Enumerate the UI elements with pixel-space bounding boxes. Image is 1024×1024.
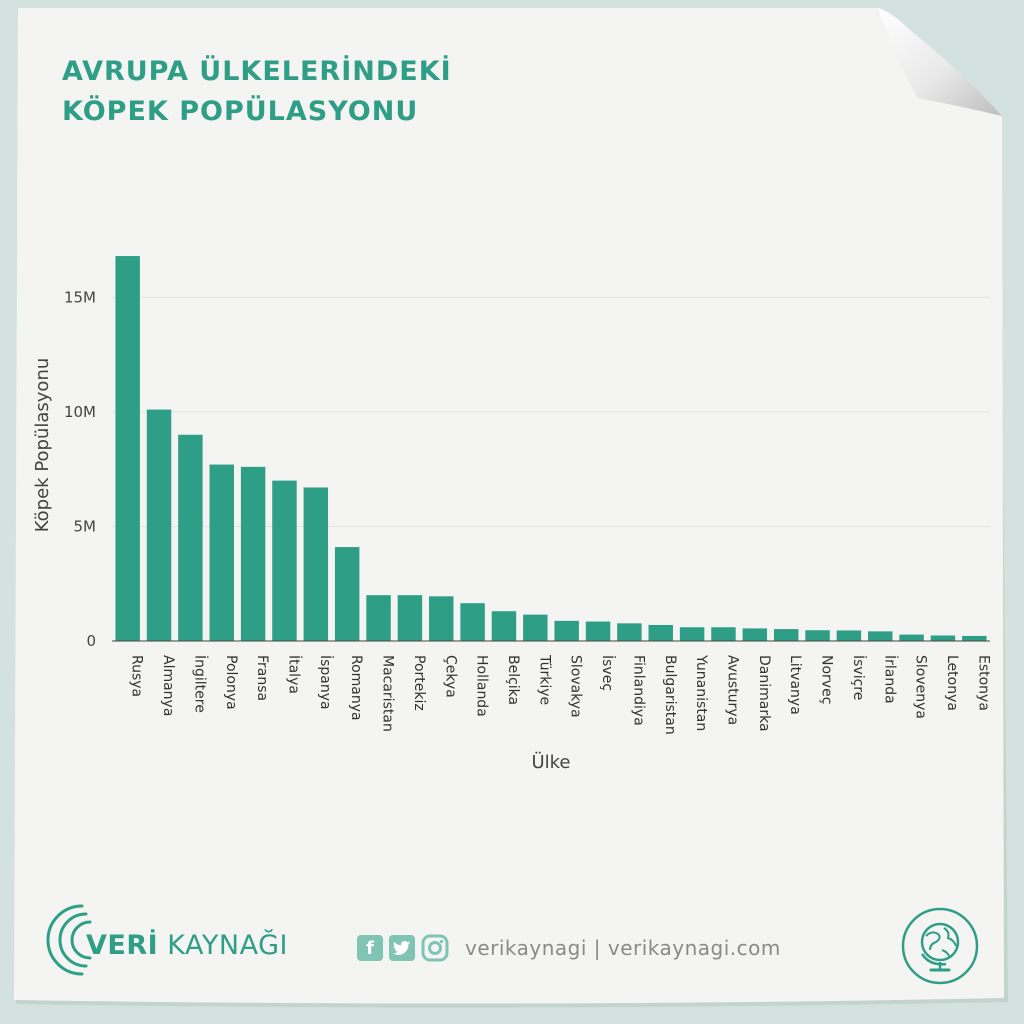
x-tick-label: Slovenya [913,655,929,719]
bar-21[interactable] [773,629,799,641]
bar-8[interactable] [366,595,391,641]
chart-title-line-2: KÖPEK POPÜLASYONU [62,96,419,127]
bar-17[interactable] [648,624,673,641]
chart-title-line-1: AVRUPA ÜLKELERİNDEKİ [62,56,452,87]
x-tick-label: Almanya [160,655,176,716]
bar-4[interactable] [240,466,266,641]
y-tick-label: 5M [74,517,97,535]
x-tick-label: Estonya [975,655,991,711]
x-tick-label: Danimarka [756,655,772,732]
y-axis-ticks: 0 5M 10M 15M [64,288,96,650]
bar-5[interactable] [272,480,297,641]
x-tick-label: Türkiye [536,654,552,705]
bar-13[interactable] [523,614,548,641]
x-tick-label: Avusturya [724,655,740,725]
x-axis-label: Ülke [531,751,570,773]
bar-14[interactable] [554,620,579,641]
bar-0[interactable] [115,256,140,641]
facebook-icon-glyph: f [366,937,374,959]
x-tick-label: Rusya [129,655,145,697]
instagram-glyph-icon [421,934,449,962]
x-tick-label: Yunanistan [693,654,709,731]
bar-chart: 0 5M 10M 15M Rusya Almanya İngiltere Polonya Fr… [32,256,992,773]
x-tick-label: İsveç [599,655,617,691]
bar-23[interactable] [836,630,862,641]
bar-11[interactable] [460,603,485,641]
x-axis-ticks: Rusya Almanya İngiltere Polonya Fransa İtalya… [129,654,992,735]
bar-16[interactable] [617,623,642,641]
x-tick-label: Finlandiya [630,655,646,726]
y-axis-label: Köpek Popülasyonu [32,358,53,533]
social-links: f verikaynagi | verikaynagi.com [357,933,781,963]
bar-7[interactable] [334,547,360,641]
instagram-icon[interactable] [421,934,449,962]
bar-10[interactable] [429,596,454,641]
bar-3[interactable] [209,464,234,641]
social-handle-text[interactable]: verikaynagi | verikaynagi.com [465,936,781,960]
x-tick-label: İrlanda [881,655,899,704]
globe-icon [901,907,979,985]
page-curl [878,8,1002,116]
facebook-icon[interactable]: f [357,935,383,961]
bar-12[interactable] [491,611,517,641]
x-tick-label: Polonya [223,655,239,710]
bar-20[interactable] [742,628,768,641]
bar-26[interactable] [930,635,956,641]
x-tick-label: Norveç [819,655,835,704]
x-tick-label: Portekiz [411,655,427,711]
x-tick-label: Hollanda [474,655,490,717]
x-tick-label: Fransa [254,655,270,701]
brand-name-kaynagi: KAYNAĞI [167,930,288,961]
x-tick-label: Belçika [505,655,521,705]
x-tick-label: İsviçre [850,655,868,700]
twitter-icon[interactable] [389,935,415,961]
bar-19[interactable] [711,627,736,641]
bar-9[interactable] [397,595,423,641]
bars [115,256,987,641]
y-tick-label: 0 [86,632,96,650]
y-tick-label: 15M [64,288,96,306]
bar-2[interactable] [178,434,203,641]
bar-22[interactable] [805,630,830,641]
x-tick-label: İngiltere [191,655,209,713]
bar-18[interactable] [679,627,705,641]
brand-name: VERİ KAYNAĞI [86,930,288,961]
brand-logo-icon [46,904,92,976]
twitter-bird-icon [393,941,410,955]
x-tick-label: Slovakya [568,655,584,718]
brand-name-veri: VERİ [86,930,159,961]
x-tick-label: Litvanya [787,655,803,715]
bar-6[interactable] [303,487,329,641]
bar-24[interactable] [868,631,893,641]
bar-27[interactable] [962,635,987,641]
bar-25[interactable] [899,634,924,641]
bar-15[interactable] [585,621,611,641]
x-tick-label: Çekya [442,655,458,698]
bar-1[interactable] [146,409,172,641]
x-tick-label: Bulgaristan [662,655,678,735]
x-tick-label: Letonya [944,655,960,711]
x-tick-label: Romanya [348,655,364,721]
y-tick-label: 10M [64,403,96,421]
x-tick-label: Macaristan [380,655,396,732]
x-tick-label: İtalya [285,655,303,694]
x-tick-label: İspanya [317,655,335,710]
